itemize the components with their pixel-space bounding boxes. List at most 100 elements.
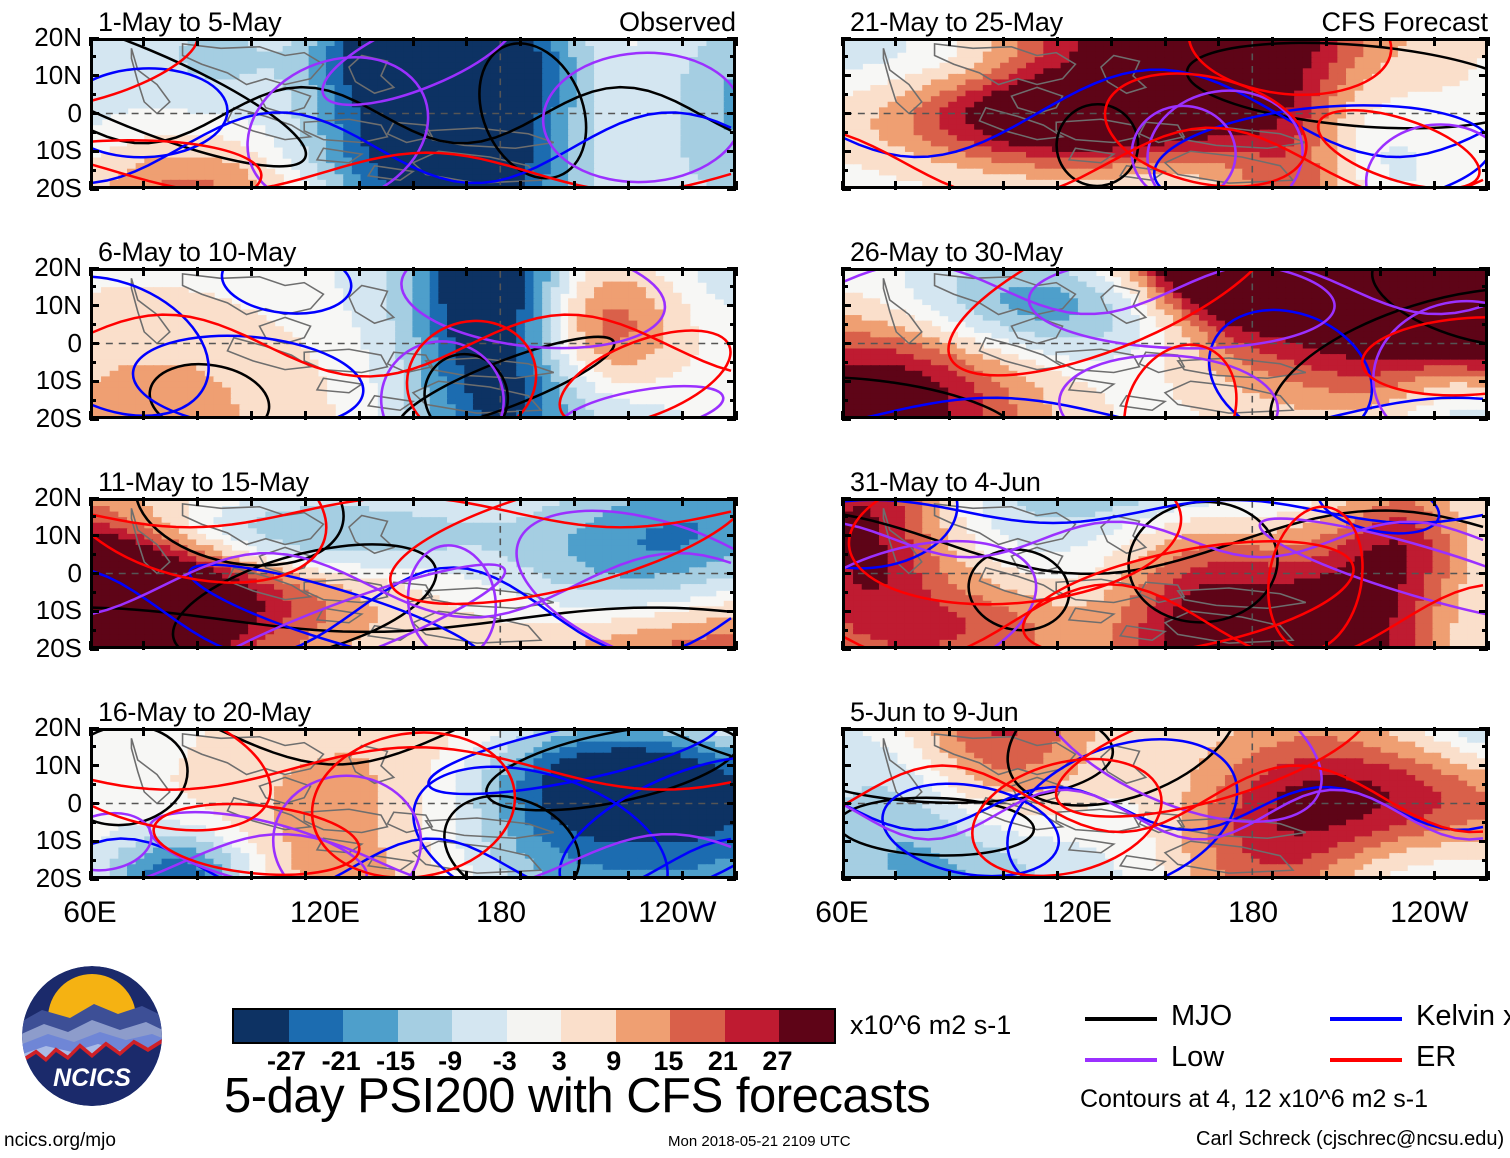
- axis-tick: [411, 641, 415, 650]
- axis-tick: [1479, 304, 1488, 308]
- axis-tick: [680, 267, 684, 276]
- axis-tick: [1002, 37, 1005, 46]
- axis-tick: [1378, 497, 1382, 506]
- axis-tick: [1432, 411, 1436, 420]
- axis-tick: [948, 411, 952, 420]
- legend-label-mjo: MJO: [1171, 1000, 1233, 1032]
- y-axis-tick-label: 20N: [34, 22, 82, 52]
- axis-tick: [1163, 37, 1167, 46]
- axis-tick: [90, 877, 99, 881]
- axis-tick: [411, 497, 415, 506]
- y-axis-tick-label: 20N: [34, 712, 82, 742]
- axis-tick: [626, 727, 630, 736]
- colorbar-tick-label: 27: [762, 1046, 793, 1076]
- axis-tick: [88, 411, 92, 420]
- axis-tick: [90, 783, 96, 787]
- axis-tick: [1432, 871, 1436, 880]
- axis-tick: [519, 411, 523, 420]
- axis-tick: [1486, 871, 1490, 880]
- axis-tick: [1482, 553, 1488, 557]
- axis-tick: [1486, 37, 1490, 46]
- axis-tick: [90, 398, 96, 402]
- colorbar-segment-6: [561, 1010, 616, 1042]
- y-axis-tick-label: 20S: [35, 863, 82, 893]
- axis-tick: [734, 871, 738, 880]
- axis-tick: [1217, 727, 1221, 736]
- axis-tick: [680, 37, 684, 46]
- axis-tick: [1163, 871, 1167, 880]
- axis-tick: [842, 590, 848, 594]
- axis-tick: [1055, 411, 1059, 420]
- axis-tick: [1055, 727, 1059, 736]
- axis-tick: [142, 727, 146, 736]
- y-axis-tick-label: 0: [67, 787, 82, 818]
- axis-tick: [727, 342, 736, 345]
- legend-label-er: ER: [1416, 1041, 1457, 1073]
- axis-tick: [1109, 267, 1113, 276]
- contour-note: Contours at 4, 12 x10^6 m2 s-1: [1080, 1085, 1429, 1113]
- axis-tick: [842, 609, 851, 613]
- axis-tick: [842, 112, 851, 115]
- colorbar-tick-label: 3: [551, 1046, 567, 1076]
- axis-tick: [1109, 181, 1113, 190]
- axis-tick: [88, 871, 92, 880]
- axis-tick: [1479, 149, 1488, 153]
- axis-tick: [1271, 871, 1275, 880]
- axis-tick: [519, 267, 523, 276]
- axis-tick: [573, 641, 576, 650]
- axis-tick: [840, 641, 844, 650]
- axis-tick: [727, 764, 736, 768]
- axis-tick: [842, 858, 848, 862]
- colorbar-tick-label: -15: [376, 1046, 416, 1076]
- axis-tick: [357, 411, 361, 420]
- axis-tick: [727, 877, 736, 881]
- axis-tick: [727, 36, 736, 40]
- axis-tick: [730, 745, 736, 749]
- axis-tick: [1271, 181, 1275, 190]
- axis-tick: [519, 497, 523, 506]
- axis-tick: [1271, 37, 1275, 46]
- axis-tick: [842, 783, 848, 787]
- axis-tick: [842, 515, 848, 519]
- axis-tick: [1486, 181, 1490, 190]
- axis-tick: [1479, 572, 1488, 575]
- axis-tick: [842, 553, 848, 557]
- axis-tick: [465, 497, 469, 506]
- axis-tick: [842, 93, 848, 97]
- y-axis-tick-label: 20N: [34, 482, 82, 512]
- axis-tick: [894, 267, 898, 276]
- axis-tick: [1163, 497, 1167, 506]
- axis-tick: [1479, 647, 1488, 651]
- axis-tick: [1378, 411, 1382, 420]
- axis-tick: [842, 726, 851, 730]
- axis-tick: [842, 304, 851, 308]
- colorbar: [232, 1008, 836, 1044]
- y-axis-tick-label: 0: [67, 97, 82, 128]
- colorbar-segment-5: [506, 1010, 562, 1042]
- axis-tick: [142, 871, 146, 880]
- axis-tick: [142, 267, 146, 276]
- axis-tick: [730, 515, 736, 519]
- axis-tick: [727, 187, 736, 191]
- axis-tick: [734, 727, 738, 736]
- axis-tick: [90, 360, 96, 364]
- axis-tick: [842, 802, 851, 805]
- colorbar-segment-9: [724, 1010, 780, 1042]
- axis-tick: [734, 181, 738, 190]
- axis-tick: [1432, 641, 1436, 650]
- axis-tick: [842, 323, 848, 327]
- axis-tick: [840, 411, 844, 420]
- axis-tick: [842, 285, 848, 289]
- axis-tick: [727, 149, 736, 153]
- axis-tick: [1479, 877, 1488, 881]
- axis-tick: [842, 149, 851, 153]
- axis-tick: [842, 55, 848, 59]
- y-axis-tick-label: 10N: [34, 59, 82, 90]
- axis-tick: [1271, 727, 1275, 736]
- axis-tick: [90, 609, 99, 613]
- axis-tick: [88, 727, 92, 736]
- axis-tick: [842, 628, 848, 632]
- x-axis-tick-label: 120W: [638, 896, 717, 929]
- axis-tick: [1482, 93, 1488, 97]
- axis-tick: [842, 745, 848, 749]
